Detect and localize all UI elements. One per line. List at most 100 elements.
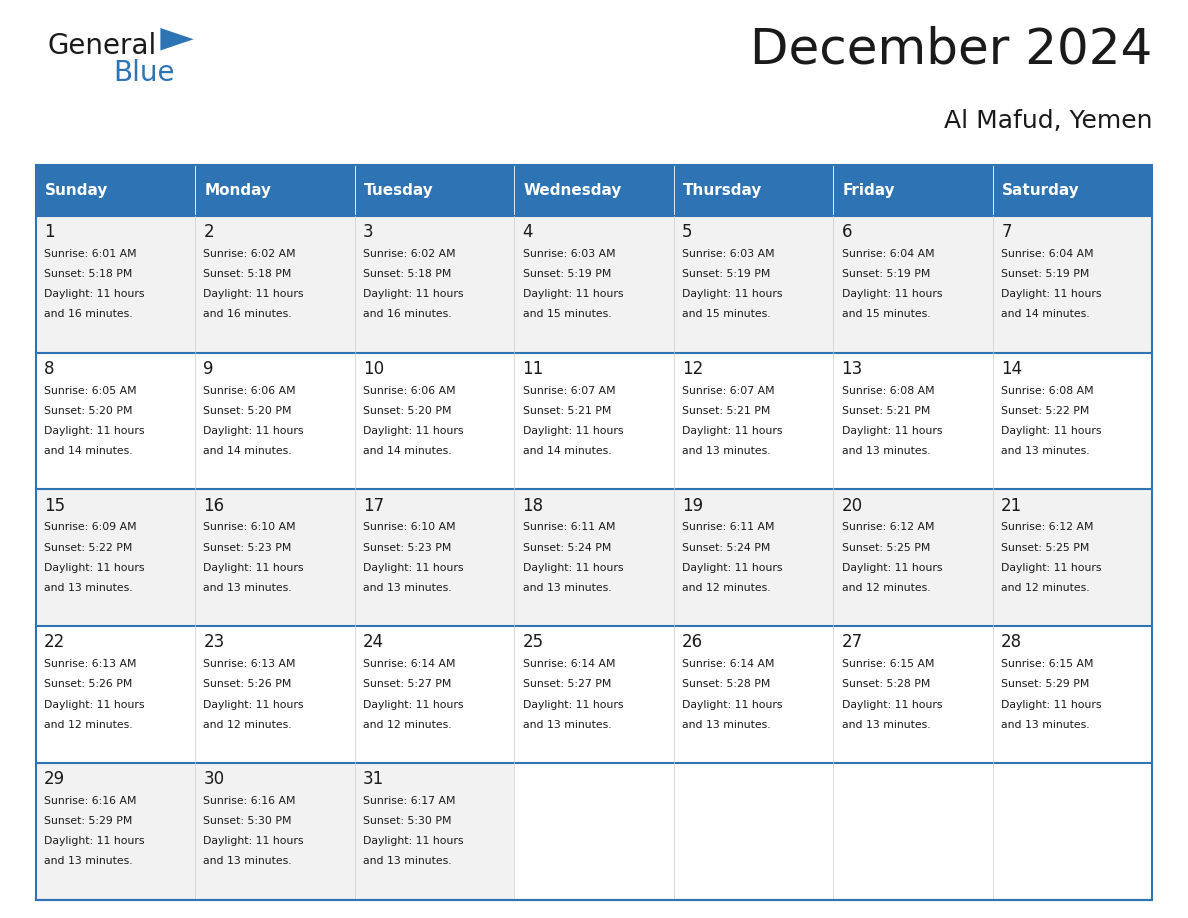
Text: and 14 minutes.: and 14 minutes. bbox=[44, 446, 133, 456]
Bar bbox=[514, 165, 674, 216]
Text: Daylight: 11 hours: Daylight: 11 hours bbox=[682, 700, 783, 710]
Text: General: General bbox=[48, 31, 157, 60]
Bar bbox=[993, 489, 1152, 626]
Text: Sunset: 5:28 PM: Sunset: 5:28 PM bbox=[682, 679, 771, 689]
Text: Sunset: 5:23 PM: Sunset: 5:23 PM bbox=[364, 543, 451, 553]
Text: Sunset: 5:19 PM: Sunset: 5:19 PM bbox=[523, 269, 611, 279]
Bar bbox=[195, 489, 355, 626]
Text: Sunrise: 6:02 AM: Sunrise: 6:02 AM bbox=[364, 249, 456, 259]
Text: Sunset: 5:24 PM: Sunset: 5:24 PM bbox=[523, 543, 611, 553]
Text: and 14 minutes.: and 14 minutes. bbox=[523, 446, 611, 456]
Text: Daylight: 11 hours: Daylight: 11 hours bbox=[203, 289, 304, 299]
Text: Sunset: 5:20 PM: Sunset: 5:20 PM bbox=[203, 406, 292, 416]
Bar bbox=[355, 216, 514, 353]
Text: and 12 minutes.: and 12 minutes. bbox=[1001, 583, 1089, 593]
Text: Sunset: 5:30 PM: Sunset: 5:30 PM bbox=[203, 816, 292, 826]
Text: 25: 25 bbox=[523, 633, 544, 652]
Text: Sunset: 5:25 PM: Sunset: 5:25 PM bbox=[841, 543, 930, 553]
Text: Sunrise: 6:01 AM: Sunrise: 6:01 AM bbox=[44, 249, 137, 259]
Text: 16: 16 bbox=[203, 497, 225, 515]
Bar bbox=[993, 626, 1152, 763]
Text: 8: 8 bbox=[44, 360, 55, 378]
Text: Sunset: 5:21 PM: Sunset: 5:21 PM bbox=[682, 406, 771, 416]
Text: Sunset: 5:27 PM: Sunset: 5:27 PM bbox=[364, 679, 451, 689]
Text: Daylight: 11 hours: Daylight: 11 hours bbox=[44, 426, 145, 436]
Text: Sunrise: 6:11 AM: Sunrise: 6:11 AM bbox=[523, 522, 615, 532]
Text: Sunset: 5:22 PM: Sunset: 5:22 PM bbox=[44, 543, 132, 553]
Text: Daylight: 11 hours: Daylight: 11 hours bbox=[203, 563, 304, 573]
Text: 19: 19 bbox=[682, 497, 703, 515]
Text: and 15 minutes.: and 15 minutes. bbox=[523, 309, 611, 319]
Text: Daylight: 11 hours: Daylight: 11 hours bbox=[523, 289, 623, 299]
Text: and 15 minutes.: and 15 minutes. bbox=[682, 309, 771, 319]
Text: 3: 3 bbox=[364, 223, 374, 241]
Text: 14: 14 bbox=[1001, 360, 1022, 378]
Text: Sunrise: 6:16 AM: Sunrise: 6:16 AM bbox=[203, 796, 296, 806]
Text: 23: 23 bbox=[203, 633, 225, 652]
Text: and 12 minutes.: and 12 minutes. bbox=[203, 720, 292, 730]
Text: Sunrise: 6:07 AM: Sunrise: 6:07 AM bbox=[682, 386, 775, 396]
Text: 6: 6 bbox=[841, 223, 852, 241]
Bar bbox=[993, 216, 1152, 353]
Bar bbox=[674, 626, 833, 763]
Bar bbox=[833, 165, 993, 216]
Text: 22: 22 bbox=[44, 633, 65, 652]
Bar bbox=[36, 353, 195, 489]
Text: 29: 29 bbox=[44, 770, 65, 789]
Bar bbox=[355, 489, 514, 626]
Bar bbox=[36, 216, 195, 353]
Text: Sunrise: 6:12 AM: Sunrise: 6:12 AM bbox=[1001, 522, 1094, 532]
Text: Sunrise: 6:11 AM: Sunrise: 6:11 AM bbox=[682, 522, 775, 532]
Text: Daylight: 11 hours: Daylight: 11 hours bbox=[1001, 700, 1101, 710]
Text: and 12 minutes.: and 12 minutes. bbox=[364, 720, 451, 730]
Text: Daylight: 11 hours: Daylight: 11 hours bbox=[682, 426, 783, 436]
Text: Sunday: Sunday bbox=[45, 183, 108, 198]
Text: and 16 minutes.: and 16 minutes. bbox=[203, 309, 292, 319]
Text: 5: 5 bbox=[682, 223, 693, 241]
Text: and 13 minutes.: and 13 minutes. bbox=[523, 720, 611, 730]
Text: Sunrise: 6:06 AM: Sunrise: 6:06 AM bbox=[203, 386, 296, 396]
Text: Daylight: 11 hours: Daylight: 11 hours bbox=[364, 289, 463, 299]
Text: Daylight: 11 hours: Daylight: 11 hours bbox=[44, 836, 145, 846]
Bar bbox=[36, 763, 195, 900]
Text: 24: 24 bbox=[364, 633, 384, 652]
Text: 2: 2 bbox=[203, 223, 214, 241]
Text: Sunset: 5:19 PM: Sunset: 5:19 PM bbox=[841, 269, 930, 279]
Text: Wednesday: Wednesday bbox=[524, 183, 623, 198]
Text: Daylight: 11 hours: Daylight: 11 hours bbox=[523, 700, 623, 710]
Text: 30: 30 bbox=[203, 770, 225, 789]
Text: Sunrise: 6:13 AM: Sunrise: 6:13 AM bbox=[44, 659, 137, 669]
Text: Sunrise: 6:03 AM: Sunrise: 6:03 AM bbox=[682, 249, 775, 259]
Text: Sunset: 5:19 PM: Sunset: 5:19 PM bbox=[682, 269, 771, 279]
Text: 7: 7 bbox=[1001, 223, 1012, 241]
Text: Sunrise: 6:17 AM: Sunrise: 6:17 AM bbox=[364, 796, 455, 806]
Text: 10: 10 bbox=[364, 360, 384, 378]
Text: Sunset: 5:22 PM: Sunset: 5:22 PM bbox=[1001, 406, 1089, 416]
Text: and 14 minutes.: and 14 minutes. bbox=[203, 446, 292, 456]
Text: Sunset: 5:20 PM: Sunset: 5:20 PM bbox=[364, 406, 451, 416]
Text: Sunrise: 6:08 AM: Sunrise: 6:08 AM bbox=[841, 386, 934, 396]
Text: 21: 21 bbox=[1001, 497, 1023, 515]
Text: Sunrise: 6:02 AM: Sunrise: 6:02 AM bbox=[203, 249, 296, 259]
Text: Sunrise: 6:13 AM: Sunrise: 6:13 AM bbox=[203, 659, 296, 669]
Text: and 14 minutes.: and 14 minutes. bbox=[364, 446, 451, 456]
Text: and 13 minutes.: and 13 minutes. bbox=[682, 720, 771, 730]
Text: Daylight: 11 hours: Daylight: 11 hours bbox=[1001, 563, 1101, 573]
Text: Sunrise: 6:15 AM: Sunrise: 6:15 AM bbox=[841, 659, 934, 669]
Bar bbox=[36, 165, 1152, 900]
Text: Daylight: 11 hours: Daylight: 11 hours bbox=[364, 426, 463, 436]
Text: and 15 minutes.: and 15 minutes. bbox=[841, 309, 930, 319]
Bar bbox=[355, 626, 514, 763]
Bar bbox=[993, 165, 1152, 216]
Text: Daylight: 11 hours: Daylight: 11 hours bbox=[841, 700, 942, 710]
Bar bbox=[36, 165, 195, 216]
Text: Daylight: 11 hours: Daylight: 11 hours bbox=[841, 563, 942, 573]
Text: Daylight: 11 hours: Daylight: 11 hours bbox=[841, 426, 942, 436]
Text: Sunrise: 6:03 AM: Sunrise: 6:03 AM bbox=[523, 249, 615, 259]
Text: Tuesday: Tuesday bbox=[365, 183, 434, 198]
Text: Daylight: 11 hours: Daylight: 11 hours bbox=[364, 836, 463, 846]
Text: 31: 31 bbox=[364, 770, 384, 789]
Text: Daylight: 11 hours: Daylight: 11 hours bbox=[44, 563, 145, 573]
Text: December 2024: December 2024 bbox=[750, 26, 1152, 73]
Text: 27: 27 bbox=[841, 633, 862, 652]
